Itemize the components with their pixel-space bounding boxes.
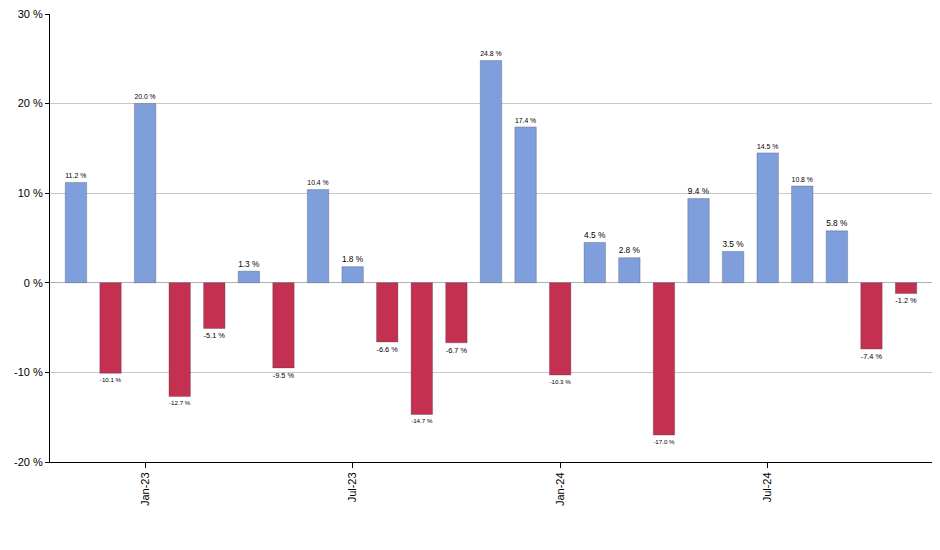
svg-text:0 %: 0 % bbox=[24, 277, 43, 289]
svg-text:5.8 %: 5.8 % bbox=[826, 218, 848, 228]
svg-text:Jul-23: Jul-23 bbox=[346, 472, 358, 502]
svg-text:30 %: 30 % bbox=[18, 8, 43, 20]
svg-text:Jul-24: Jul-24 bbox=[761, 472, 773, 502]
svg-text:14.5 %: 14.5 % bbox=[757, 143, 778, 150]
svg-text:10 %: 10 % bbox=[18, 187, 43, 199]
svg-text:-14.7 %: -14.7 % bbox=[411, 417, 433, 424]
svg-text:-10.3 %: -10.3 % bbox=[549, 378, 571, 385]
svg-text:-10.1 %: -10.1 % bbox=[100, 376, 122, 383]
svg-text:-12.7 %: -12.7 % bbox=[169, 399, 191, 406]
svg-text:20 %: 20 % bbox=[18, 97, 43, 109]
svg-text:-9.5 %: -9.5 % bbox=[273, 371, 295, 380]
svg-text:-5.1 %: -5.1 % bbox=[204, 331, 226, 340]
svg-text:1.3 %: 1.3 % bbox=[238, 259, 260, 269]
svg-text:4.5 %: 4.5 % bbox=[584, 230, 606, 240]
svg-text:20.0 %: 20.0 % bbox=[134, 93, 155, 100]
svg-text:-6.7 %: -6.7 % bbox=[446, 346, 468, 355]
svg-text:Jan-24: Jan-24 bbox=[554, 472, 566, 506]
svg-text:-20 %: -20 % bbox=[14, 456, 43, 468]
svg-text:2.8 %: 2.8 % bbox=[619, 245, 641, 255]
svg-text:17.4 %: 17.4 % bbox=[515, 117, 536, 124]
svg-text:10.8 %: 10.8 % bbox=[792, 176, 813, 183]
svg-text:Jan-23: Jan-23 bbox=[139, 472, 151, 506]
svg-text:1.8 %: 1.8 % bbox=[342, 254, 364, 264]
svg-text:-17.0 %: -17.0 % bbox=[653, 438, 675, 445]
svg-text:10.4 %: 10.4 % bbox=[307, 179, 328, 186]
svg-text:-6.6 %: -6.6 % bbox=[377, 345, 399, 354]
svg-text:-1.2 %: -1.2 % bbox=[895, 296, 917, 305]
svg-text:11.2 %: 11.2 % bbox=[65, 172, 86, 179]
svg-text:3.5 %: 3.5 % bbox=[722, 239, 744, 249]
svg-text:9.4 %: 9.4 % bbox=[688, 186, 710, 196]
svg-text:-10 %: -10 % bbox=[14, 366, 43, 378]
svg-text:-7.4 %: -7.4 % bbox=[861, 352, 883, 361]
svg-text:24.8 %: 24.8 % bbox=[480, 50, 501, 57]
